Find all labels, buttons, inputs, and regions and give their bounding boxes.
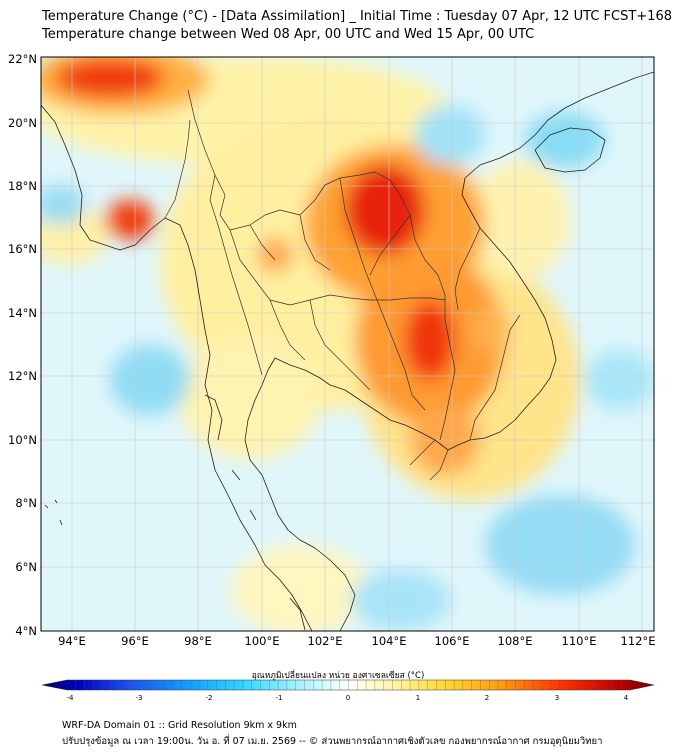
lon-label: 96°E [121,634,149,648]
colorbar-tick: -4 [67,694,75,702]
colorbar-tick: -3 [136,694,143,702]
colorbar-tick: 4 [624,694,629,702]
province-boundaries [164,89,521,481]
colorbar-ramp [41,679,655,691]
colorbar-tick: 2 [485,694,489,702]
lon-axis: 94°E 96°E 98°E 100°E 102°E 104°E 106°E 1… [58,634,655,648]
lat-label: 12°N [8,369,37,383]
lat-label: 8°N [15,496,37,510]
temperature-field [41,57,654,631]
lat-label: 16°N [8,242,37,256]
colorbar-tick: -2 [206,694,213,702]
lon-label: 100°E [245,634,280,648]
lat-label: 20°N [8,116,37,130]
chart-title: Temperature Change (°C) - [Data Assimila… [42,9,672,24]
lon-label: 112°E [621,634,656,648]
lat-label: 10°N [8,433,37,447]
colorbar-title: อุณหภูมิเปลี่ยนแปลง หน่วย องศาเซลเซียส (… [251,671,425,681]
lon-label: 98°E [184,634,212,648]
colorbar-tick: -1 [276,694,283,702]
lon-label: 106°E [435,634,470,648]
colorbar-tick: 1 [416,694,420,702]
graticule [41,57,654,631]
lat-axis: 22°N 20°N 18°N 16°N 14°N 12°N 10°N 8°N 6… [8,52,37,638]
footer-model-info: WRF-DA Domain 01 :: Grid Resolution 9km … [62,720,297,731]
lat-label: 4°N [15,624,37,638]
lat-label: 6°N [15,560,37,574]
colorbar-tick: 0 [346,694,350,702]
lon-label: 110°E [562,634,597,648]
colorbar-tick: 3 [555,694,559,702]
colorbar: -4 -3 -2 -1 0 1 2 3 4 [41,679,655,702]
lat-label: 14°N [8,306,37,320]
chart-subtitle: Temperature change between Wed 08 Apr, 0… [42,27,535,42]
lat-label: 22°N [8,52,37,66]
lat-label: 18°N [8,179,37,193]
lon-label: 102°E [308,634,343,648]
footer-credit: ปรับปรุงข้อมูล ณ เวลา 19:00น. วัน อ. ที่… [62,736,603,747]
lon-label: 108°E [498,634,533,648]
lon-label: 104°E [372,634,407,648]
map-frame [40,56,655,632]
lon-label: 94°E [58,634,86,648]
